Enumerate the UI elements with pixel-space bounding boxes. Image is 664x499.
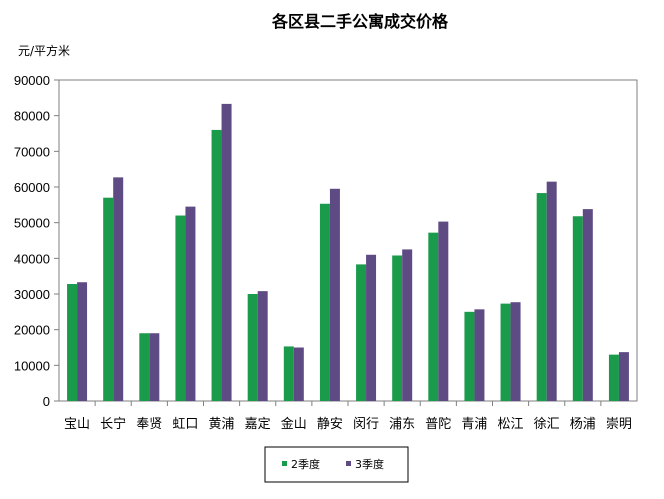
x-tick-label: 青浦 [461, 417, 487, 432]
bar-2q [67, 284, 78, 401]
bar-3q [185, 206, 196, 401]
x-tick-label: 杨浦 [570, 417, 596, 432]
legend-swatch-3q [346, 461, 351, 466]
y-tick-label: 80000 [14, 109, 50, 124]
legend-box [264, 446, 409, 483]
x-tick-label: 闵行 [353, 417, 379, 432]
chart-title: 各区县二手公寓成交价格 [271, 12, 449, 31]
bar-3q [546, 181, 557, 401]
x-tick-label: 长宁 [100, 416, 126, 432]
x-tick-label: 松江 [498, 417, 524, 432]
bar-2q [211, 129, 222, 401]
bar-3q [582, 209, 593, 401]
bar-2q [139, 333, 150, 401]
x-tick-label: 徐汇 [534, 417, 560, 432]
x-tick-label: 浦东 [389, 417, 415, 432]
y-tick-label: 10000 [14, 358, 50, 373]
bar-3q [77, 282, 88, 401]
y-axis: 0 10000 20000 30000 40000 50000 60000 70000 8000… [14, 73, 59, 409]
bar-2q [392, 255, 403, 401]
bar-2q [103, 197, 114, 401]
x-tick-label: 普陀 [425, 416, 451, 432]
y-tick-label: 30000 [14, 287, 50, 302]
x-tick-label: 黄浦 [209, 417, 235, 432]
bar-2q [464, 311, 475, 401]
bar-2q [283, 346, 294, 401]
y-tick-label: 40000 [14, 251, 50, 266]
bar-3q [329, 188, 340, 401]
x-axis: 宝山 长宁 奉贤 虹口 黄浦 嘉定 金山 静安 闵行 浦东 普陀 青浦 松江 徐汇 杨浦 崇明 [64, 401, 632, 432]
legend-swatch-2q [282, 461, 287, 466]
y-axis-unit-label: 元/平方米 [18, 43, 70, 58]
x-tick-label: 宝山 [64, 417, 90, 432]
x-tick-label: 崇明 [606, 417, 632, 432]
bar-3q [149, 333, 160, 401]
y-tick-label: 70000 [14, 144, 50, 159]
bar-2q [319, 203, 330, 401]
bar-3q [402, 249, 413, 401]
y-tick-label: 20000 [14, 323, 50, 338]
bar-3q [113, 177, 124, 401]
bar-3q [257, 291, 268, 401]
legend-label-3q: 3季度 [355, 457, 384, 471]
x-tick-label: 金山 [281, 416, 307, 432]
bar-3q [474, 309, 485, 401]
bar-2q [500, 303, 511, 401]
x-tick-label: 静安 [317, 417, 343, 432]
bar-3q [221, 103, 232, 401]
legend: 2季度 3季度 [264, 446, 409, 483]
bar-3q [618, 352, 629, 401]
bar-series-group [67, 103, 629, 401]
bar-2q [247, 294, 258, 401]
bar-2q [608, 354, 619, 401]
bar-2q [175, 215, 186, 401]
bar-3q [510, 302, 521, 401]
x-tick-label: 奉贤 [136, 417, 162, 432]
y-tick-label: 0 [43, 394, 50, 409]
x-tick-label: 虹口 [172, 417, 198, 432]
bar-2q [428, 232, 439, 401]
y-tick-label: 50000 [14, 216, 50, 231]
bar-3q [366, 254, 377, 401]
bar-2q [572, 216, 583, 401]
y-tick-label: 90000 [14, 73, 50, 88]
bar-2q [536, 193, 547, 401]
y-tick-label: 60000 [14, 180, 50, 195]
x-tick-label: 嘉定 [245, 417, 271, 432]
bar-3q [293, 347, 304, 401]
bar-3q [438, 221, 449, 401]
legend-label-2q: 2季度 [291, 457, 320, 471]
bar-2q [356, 264, 367, 401]
